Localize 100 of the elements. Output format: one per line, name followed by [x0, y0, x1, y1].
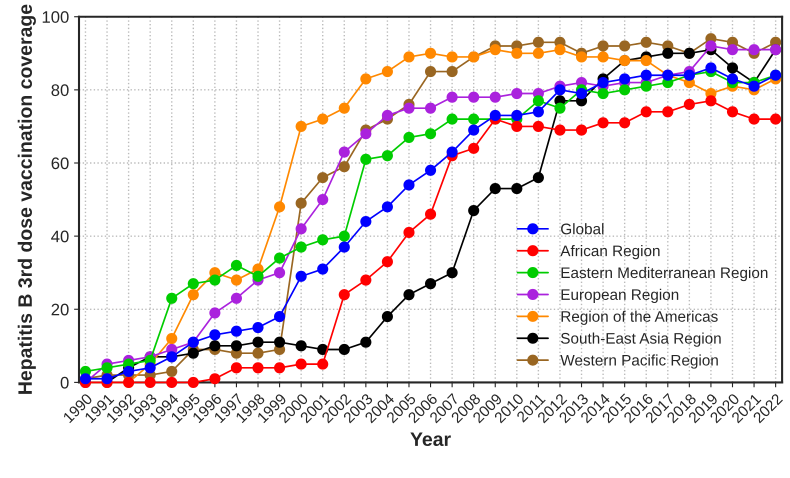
point — [382, 201, 393, 212]
point — [403, 226, 415, 238]
point — [726, 73, 738, 84]
point — [209, 274, 220, 286]
point — [274, 311, 286, 322]
point — [338, 289, 350, 300]
point — [317, 358, 328, 370]
point — [576, 88, 588, 100]
point — [705, 62, 716, 74]
legend-label: Eastern Mediterranean Region — [562, 266, 768, 282]
point — [705, 40, 716, 52]
point — [382, 66, 393, 78]
point — [424, 128, 436, 140]
point — [296, 242, 307, 253]
point — [166, 332, 178, 344]
point — [382, 256, 393, 268]
point — [188, 278, 199, 290]
point — [166, 376, 178, 388]
point — [640, 36, 652, 48]
point — [317, 172, 328, 184]
point — [209, 329, 220, 340]
point — [360, 154, 372, 165]
point — [424, 66, 436, 78]
point — [338, 242, 350, 253]
point — [274, 267, 286, 278]
point — [490, 183, 501, 194]
point — [338, 102, 350, 114]
point — [532, 48, 544, 59]
point — [468, 142, 480, 154]
point — [770, 114, 782, 125]
point — [468, 92, 480, 103]
point — [662, 106, 674, 118]
point — [317, 194, 328, 206]
point — [554, 84, 566, 96]
point — [274, 336, 286, 348]
point — [684, 98, 695, 110]
point — [511, 183, 522, 194]
point — [446, 92, 458, 103]
legend-label: Global — [561, 223, 604, 234]
point — [360, 128, 372, 140]
legend-label: South-East Asia Region — [560, 332, 721, 347]
point — [252, 270, 264, 282]
point — [317, 263, 328, 275]
point — [424, 102, 436, 114]
legend-label: Western Pacific Region — [560, 354, 718, 369]
point — [274, 201, 286, 212]
point — [576, 124, 588, 136]
point — [209, 307, 220, 318]
point — [748, 44, 760, 56]
legend-label: African Region — [560, 245, 660, 260]
point — [446, 114, 458, 125]
point — [403, 289, 415, 300]
point — [532, 106, 544, 118]
point — [554, 124, 566, 136]
point — [403, 132, 415, 143]
point — [468, 124, 480, 136]
y-axis-title: Hepatitis B 3rd dose vaccination coverage — [18, 4, 36, 394]
point — [360, 336, 372, 348]
point — [554, 44, 566, 56]
point — [532, 120, 544, 132]
point — [446, 51, 458, 63]
x-axis-title: Year — [410, 432, 451, 446]
point — [252, 348, 264, 359]
point — [101, 373, 113, 384]
point — [554, 102, 566, 114]
point — [662, 48, 674, 59]
point — [511, 88, 522, 100]
point — [640, 80, 652, 92]
point — [511, 120, 522, 132]
point — [640, 70, 652, 81]
point — [424, 208, 436, 220]
point — [360, 274, 372, 286]
point — [296, 270, 307, 282]
point — [360, 216, 372, 228]
point — [619, 40, 630, 52]
point — [296, 358, 307, 370]
point — [296, 120, 307, 132]
y-tick-label: 100 — [42, 11, 69, 23]
y-tick-label: 20 — [52, 304, 69, 316]
point — [532, 172, 544, 184]
point — [209, 340, 220, 352]
point — [144, 362, 156, 374]
point — [490, 44, 501, 56]
point — [446, 146, 458, 158]
point — [468, 204, 480, 216]
point — [252, 322, 264, 334]
point — [188, 376, 199, 388]
point — [382, 110, 393, 122]
point — [296, 198, 307, 209]
point — [424, 278, 436, 290]
point — [166, 292, 178, 304]
point — [296, 223, 307, 234]
point — [252, 362, 264, 374]
point — [532, 95, 544, 106]
point — [230, 362, 242, 374]
point — [424, 48, 436, 59]
point — [619, 117, 630, 128]
point — [619, 73, 630, 84]
point — [144, 376, 156, 388]
point — [446, 267, 458, 278]
